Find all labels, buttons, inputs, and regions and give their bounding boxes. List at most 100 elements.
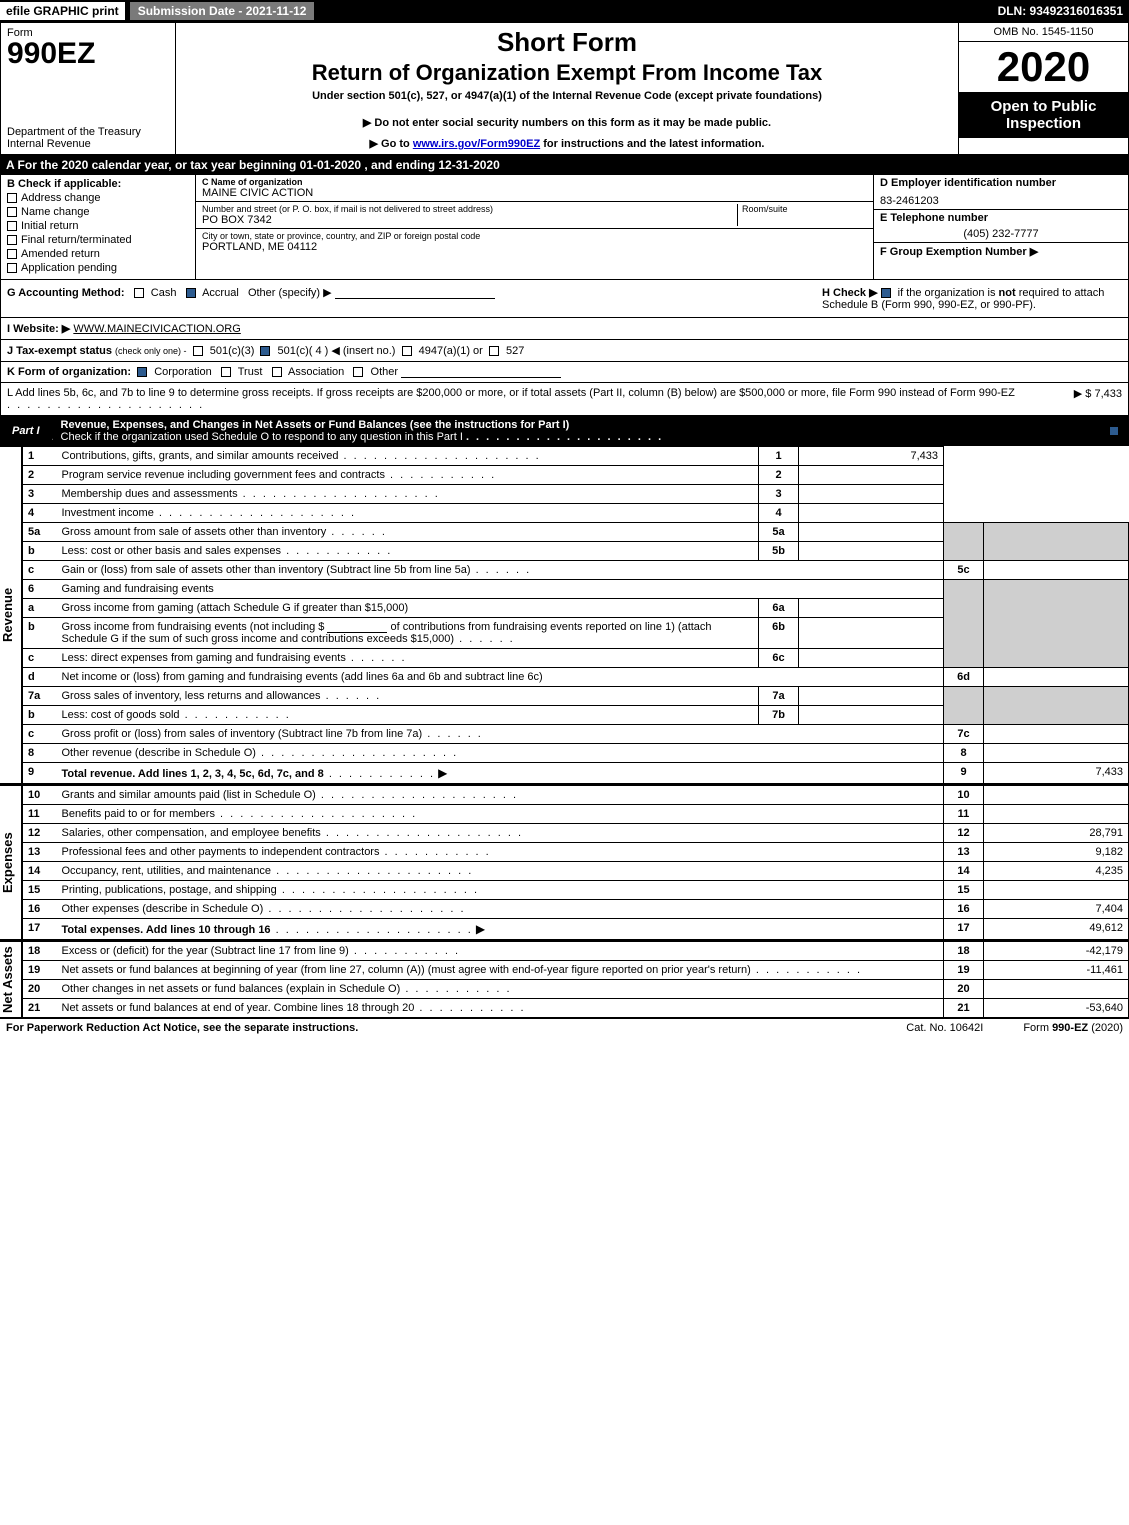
sub-val [799,687,944,706]
checkbox-icon [7,263,17,273]
box-f: F Group Exemption Number ▶ [874,242,1128,260]
sub-label: 6b [759,618,799,649]
table-row: 16Other expenses (describe in Schedule O… [23,900,1129,919]
table-row: 6Gaming and fundraising events [23,580,1129,599]
revenue-section: Revenue 1Contributions, gifts, grants, a… [0,446,1129,785]
dots-icon [338,450,540,462]
goto-pre: ▶ Go to [370,138,413,150]
dots-icon [263,903,465,915]
line-h: H Check ▶ if the organization is not req… [822,286,1122,311]
footer-left: For Paperwork Reduction Act Notice, see … [6,1022,906,1034]
chk-schedule-o[interactable] [1109,426,1119,436]
chk-application-pending[interactable]: Application pending [7,262,189,274]
city-label: City or town, state or province, country… [202,231,867,241]
chk-label: Address change [21,192,101,204]
footer-right-pre: Form [1023,1022,1052,1034]
line-desc: Benefits paid to or for members [62,808,215,820]
chk-other[interactable] [353,367,363,377]
open-to-public: Open to Public Inspection [959,92,1128,138]
chk-association[interactable] [272,367,282,377]
box-b-title: B Check if applicable: [7,178,189,190]
city-row: City or town, state or province, country… [196,229,873,255]
line-amt [799,504,944,523]
form-number: 990EZ [7,39,169,69]
dots-icon [316,789,518,801]
sub-val [799,523,944,542]
expenses-label: Expenses [0,785,22,940]
chk-corporation[interactable] [137,367,147,377]
chk-amended-return[interactable]: Amended return [7,248,189,260]
city-state-zip: PORTLAND, ME 04112 [202,241,867,253]
line-desc: Membership dues and assessments [62,488,238,500]
line-ref: 16 [944,900,984,919]
netassets-label: Net Assets [0,941,22,1018]
line-num: 12 [23,824,57,843]
chk-h[interactable] [881,288,891,298]
line-amt: 28,791 [984,824,1129,843]
line-amt [984,980,1129,999]
line-ref: 12 [944,824,984,843]
do-not-enter: ▶ Do not enter social security numbers o… [184,116,950,129]
sub-val [799,618,944,649]
header-right: OMB No. 1545-1150 2020 Open to Public In… [958,23,1128,154]
line-num: 21 [23,999,57,1018]
line-ref: 10 [944,786,984,805]
dots-icon [281,545,392,557]
address-row: Number and street (or P. O. box, if mail… [196,202,873,229]
shade-cell [984,580,1129,668]
chk-trust[interactable] [221,367,231,377]
telephone: (405) 232-7777 [880,228,1122,240]
chk-name-change[interactable]: Name change [7,206,189,218]
line-num: 4 [23,504,57,523]
line-ref: 8 [944,744,984,763]
line-num: 17 [23,919,57,940]
table-row: 12Salaries, other compensation, and empl… [23,824,1129,843]
dots-icon [321,690,382,702]
chk-label: Initial return [21,220,78,232]
j-opt3: 4947(a)(1) or [419,345,483,357]
chk-accrual[interactable] [186,288,196,298]
g-other: Other (specify) ▶ [248,287,332,299]
line-num: b [23,542,57,561]
chk-initial-return[interactable]: Initial return [7,220,189,232]
j-opt4: 527 [506,345,524,357]
chk-4947[interactable] [402,346,412,356]
goto-link[interactable]: www.irs.gov/Form990EZ [413,138,540,150]
table-row: 18Excess or (deficit) for the year (Subt… [23,942,1129,961]
line-num: 16 [23,900,57,919]
j-opt1: 501(c)(3) [210,345,255,357]
box-b: B Check if applicable: Address change Na… [1,175,196,279]
chk-501c[interactable] [260,346,270,356]
line-ref: 5c [944,561,984,580]
line-amt: 49,612 [984,919,1129,940]
part-1-title: Revenue, Expenses, and Changes in Net As… [53,416,1109,446]
line-ref: 19 [944,961,984,980]
website[interactable]: WWW.MAINECIVICACTION.ORG [73,323,240,335]
sub-label: 6a [759,599,799,618]
return-title: Return of Organization Exempt From Incom… [184,60,950,86]
h-pre: H Check ▶ [822,287,881,299]
line-num: 20 [23,980,57,999]
line-amt [984,881,1129,900]
line-desc: Gross income from gaming (attach Schedul… [62,602,409,614]
line-ref: 20 [944,980,984,999]
dots-icon [180,709,291,721]
g-other-fill [335,287,495,299]
table-row: 2Program service revenue including gover… [23,466,1129,485]
dots-icon [471,564,532,576]
expenses-table: 10Grants and similar amounts paid (list … [22,785,1129,940]
chk-final-return[interactable]: Final return/terminated [7,234,189,246]
line-ref: 13 [944,843,984,862]
chk-address-change[interactable]: Address change [7,192,189,204]
box-d: D Employer identification number 83-2461… [874,175,1128,209]
f-label: F Group Exemption Number ▶ [880,246,1038,258]
efile-label: efile GRAPHIC print [0,2,125,20]
chk-cash[interactable] [134,288,144,298]
arrow-icon: ▶ [476,922,485,936]
chk-527[interactable] [489,346,499,356]
dots-icon [466,431,663,443]
shade-cell [944,687,984,725]
line-desc: Occupancy, rent, utilities, and maintena… [62,865,272,877]
chk-501c3[interactable] [193,346,203,356]
line-desc: Less: cost or other basis and sales expe… [62,545,282,557]
